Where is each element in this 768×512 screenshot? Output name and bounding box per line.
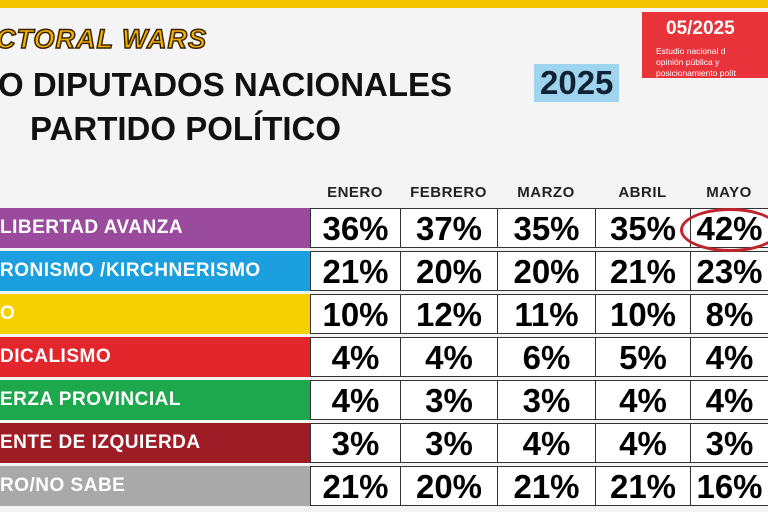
row-label: O <box>0 294 310 334</box>
cell: 21% <box>595 466 691 506</box>
cell: 4% <box>595 423 691 463</box>
badge-line: Estudio nacional d <box>656 46 726 56</box>
cell: 4% <box>690 337 768 377</box>
cell: 36% <box>310 208 401 248</box>
cell: 5% <box>595 337 691 377</box>
cell: 3% <box>400 423 498 463</box>
row-label: RO/NO SABE <box>0 466 310 506</box>
cell: 35% <box>497 208 596 248</box>
cell: 21% <box>310 251 401 291</box>
row-label: LIBERTAD AVANZA <box>0 208 310 248</box>
row-label: ERZA PROVINCIAL <box>0 380 310 420</box>
cell: 4% <box>497 423 596 463</box>
row-label: DICALISMO <box>0 337 310 377</box>
cell: 4% <box>400 337 498 377</box>
cell: 8% <box>690 294 768 334</box>
brand: CTORAL WARS <box>0 23 208 55</box>
cell: 4% <box>595 380 691 420</box>
cell: 3% <box>497 380 596 420</box>
cell: 20% <box>400 466 498 506</box>
row-label: ENTE DE IZQUIERDA <box>0 423 310 463</box>
badge-line: opinión pública y <box>656 57 720 67</box>
cell: 4% <box>310 380 401 420</box>
date-badge: 05/2025 Estudio nacional d opinión públi… <box>642 12 768 78</box>
cell: 21% <box>595 251 691 291</box>
column-header: MAYO <box>706 184 752 201</box>
cell: 4% <box>690 380 768 420</box>
title-year: 2025 <box>534 64 620 102</box>
cell: 23% <box>690 251 768 291</box>
cell: 37% <box>400 208 498 248</box>
cell: 20% <box>497 251 596 291</box>
badge-line: posicionamiento polít <box>656 68 736 78</box>
cell: 21% <box>497 466 596 506</box>
cell: 3% <box>690 423 768 463</box>
cell: 6% <box>497 337 596 377</box>
subtitle: PARTIDO POLÍTICO <box>30 110 342 147</box>
title: O DIPUTADOS NACIONALES <box>0 66 453 103</box>
cell: 20% <box>400 251 498 291</box>
cell: 10% <box>310 294 401 334</box>
highlight-ring <box>680 208 768 252</box>
cell: 10% <box>595 294 691 334</box>
row-label: RONISMO /KIRCHNERISMO <box>0 251 310 291</box>
cell: 12% <box>400 294 498 334</box>
cell: 3% <box>310 423 401 463</box>
badge-date: 05/2025 <box>666 18 735 39</box>
cell: 11% <box>497 294 596 334</box>
cell: 3% <box>400 380 498 420</box>
column-header: MARZO <box>517 184 575 201</box>
column-header: ABRIL <box>618 184 667 201</box>
top-band <box>0 0 768 8</box>
cell: 16% <box>690 466 768 506</box>
cell: 21% <box>310 466 401 506</box>
cell: 35% <box>595 208 691 248</box>
column-header: ENERO <box>327 184 383 201</box>
cell: 4% <box>310 337 401 377</box>
column-header: FEBRERO <box>410 184 487 201</box>
